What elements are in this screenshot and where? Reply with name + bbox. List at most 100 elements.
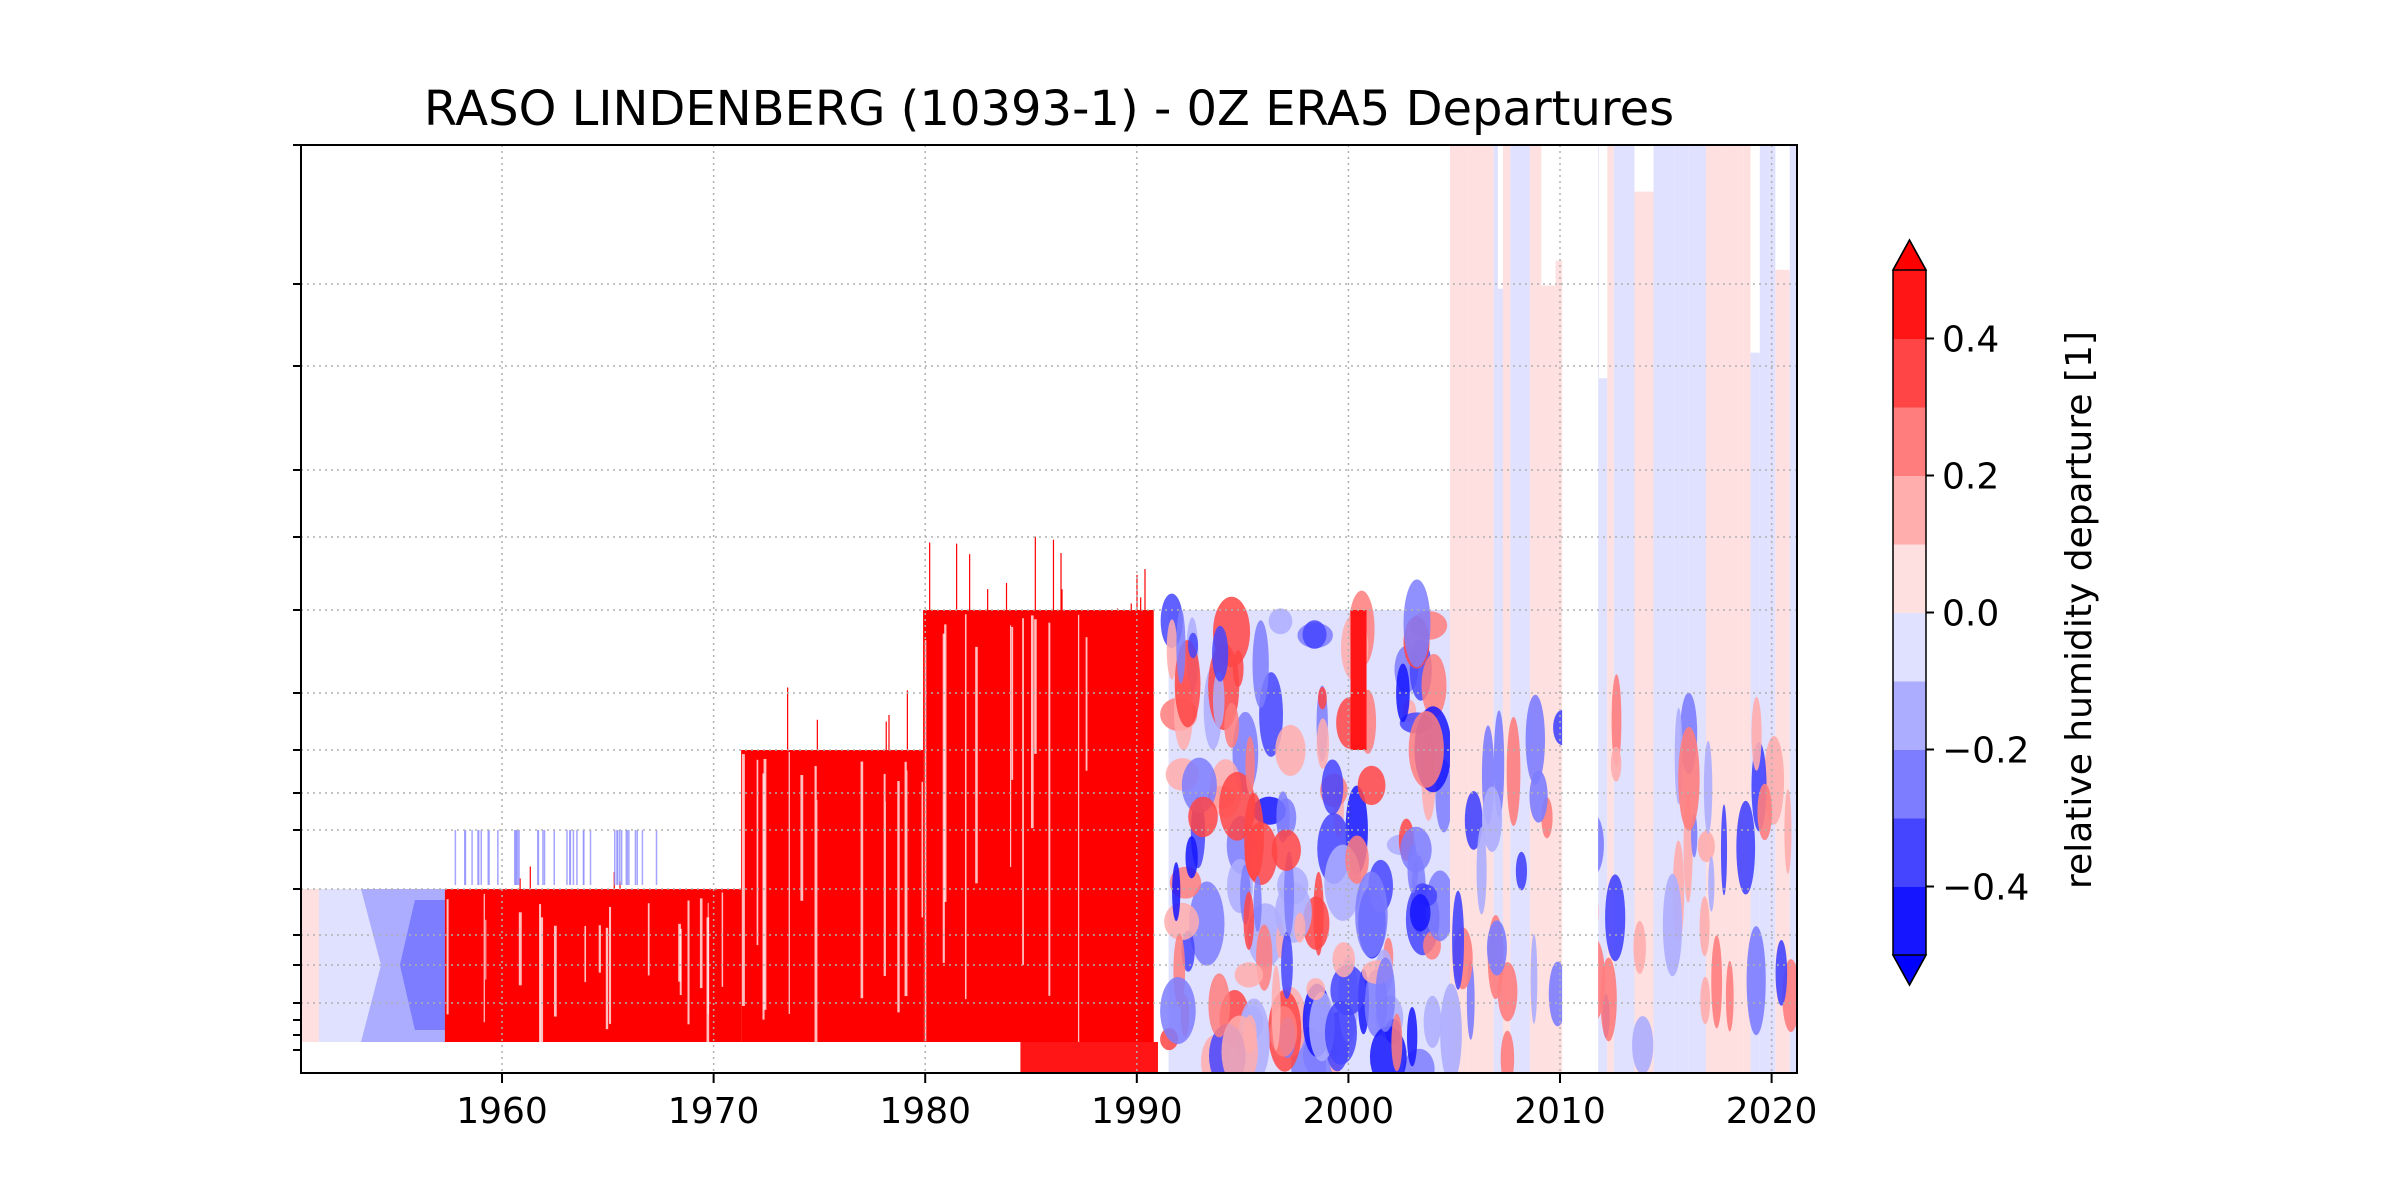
field-spike — [617, 830, 619, 885]
x-tick-label: 1980 — [879, 1091, 971, 1132]
field-cell — [1600, 957, 1617, 1042]
field-cell — [1769, 145, 1776, 1073]
y-axis — [293, 144, 301, 1051]
field-cell — [1605, 874, 1626, 962]
field-cell — [1421, 654, 1447, 718]
field-cell — [1720, 804, 1728, 896]
colorbar-segment — [1893, 270, 1926, 339]
field-gap — [1085, 637, 1088, 771]
field-cell — [1375, 957, 1396, 1032]
field-cell — [444, 889, 742, 1042]
field-spike — [626, 830, 629, 885]
field-cell — [1548, 961, 1567, 1027]
field-spike — [542, 830, 544, 885]
field-gap — [1077, 614, 1080, 1045]
field-cell — [1166, 619, 1178, 680]
field-cell — [1403, 579, 1431, 668]
field-gap — [1009, 625, 1012, 868]
field-spike — [620, 830, 623, 885]
data-field — [301, 145, 1797, 1073]
colorbar-segment — [1893, 749, 1926, 819]
x-tick-label: 2010 — [1514, 1091, 1606, 1132]
field-spike — [619, 881, 621, 962]
field-cell — [1613, 145, 1635, 1073]
x-tick-label: 1970 — [668, 1091, 760, 1132]
field-cell — [1321, 759, 1344, 815]
field-gap — [598, 925, 601, 973]
field-cell — [1541, 285, 1556, 1073]
field-gap — [944, 624, 947, 902]
field-spike — [480, 830, 483, 885]
field-cell — [1243, 891, 1255, 950]
colorbar-outline — [1892, 238, 1927, 987]
field-gap — [762, 773, 765, 1020]
x-tick-label: 2000 — [1303, 1091, 1395, 1132]
field-cell — [301, 889, 319, 1042]
field-cell — [1294, 912, 1306, 943]
field-cell — [1224, 702, 1239, 749]
field-spike — [616, 830, 618, 885]
field-cell — [1188, 796, 1218, 838]
field-gap — [756, 759, 759, 946]
field-gap — [679, 928, 682, 996]
field-cell — [1525, 694, 1546, 785]
field-spike — [516, 830, 519, 885]
field-cell — [1313, 871, 1324, 956]
field-spike — [454, 830, 457, 885]
field-cell — [1357, 765, 1386, 806]
colorbar-segment — [1893, 681, 1926, 750]
field-cell — [1268, 608, 1293, 635]
field-spike — [969, 554, 971, 635]
field-gap — [699, 898, 703, 989]
field-cell — [1506, 716, 1521, 827]
field-cell — [1391, 1013, 1403, 1072]
field-cell — [1500, 1030, 1515, 1073]
field-cell — [1449, 145, 1469, 1073]
colorbar-tick-label: −0.4 — [1942, 868, 2029, 909]
field-gap — [678, 923, 681, 982]
field-cell — [1423, 995, 1442, 1049]
field-gap — [883, 773, 886, 976]
field-cell — [1751, 696, 1762, 771]
field-cell — [923, 610, 1154, 1042]
field-cell — [1271, 965, 1281, 1051]
field-cell — [1510, 145, 1530, 1073]
field-gap — [788, 751, 790, 1014]
field-cell — [1699, 896, 1710, 957]
field-spike — [518, 830, 520, 885]
field-cell — [1486, 920, 1507, 976]
field-spike — [614, 830, 616, 885]
field-cell — [1633, 920, 1646, 974]
field-spike — [641, 830, 644, 885]
grid — [301, 145, 1797, 1073]
field-cell — [1697, 830, 1715, 863]
field-cell — [1759, 145, 1770, 1073]
field-cell — [1464, 791, 1483, 850]
field-gap — [707, 902, 709, 1014]
field-cell — [1610, 746, 1622, 782]
field-spike — [634, 830, 637, 885]
field-cell — [1406, 1006, 1418, 1067]
field-spike — [515, 830, 517, 885]
field-spike — [816, 719, 818, 800]
field-spike — [497, 830, 499, 885]
field-gap — [975, 646, 978, 884]
colorbar-tick-label: 0.0 — [1942, 594, 1999, 635]
field-gap — [741, 754, 745, 1006]
field-gap — [860, 761, 864, 999]
field-cell — [1271, 829, 1301, 871]
field-gap — [1048, 622, 1051, 996]
field-cell — [1245, 736, 1255, 795]
field-spike — [628, 830, 630, 885]
x-axis: 1960 1970 1980 1990 2000 2010 2020 — [456, 1073, 1817, 1132]
field-spike — [885, 721, 887, 802]
field-spike — [787, 687, 789, 768]
field-cell — [1408, 710, 1444, 788]
field-spike — [636, 830, 638, 885]
field-spike — [543, 830, 546, 885]
field-spike — [513, 830, 516, 885]
field-spike — [625, 830, 628, 885]
field-spike — [619, 830, 621, 885]
field-cell — [1407, 844, 1419, 894]
field-cell — [1784, 789, 1792, 874]
